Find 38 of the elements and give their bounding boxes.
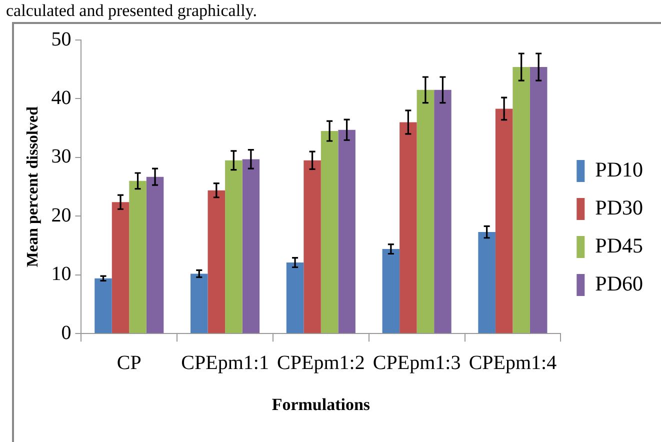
bar xyxy=(434,90,452,334)
bar xyxy=(146,176,164,334)
bar xyxy=(208,190,226,334)
legend-label: PD60 xyxy=(595,272,644,296)
text: calculated and presented graphically. xyxy=(6,1,257,21)
bar xyxy=(478,232,496,334)
legend-label: PD45 xyxy=(595,234,644,258)
bar xyxy=(242,159,260,334)
y-tick-label: 40 xyxy=(51,86,72,109)
bar xyxy=(304,160,321,334)
bar xyxy=(129,180,146,334)
bar xyxy=(225,160,242,334)
x-axis-title: Formulations xyxy=(272,395,370,414)
x-tick-label: CP xyxy=(116,352,142,374)
bar xyxy=(512,67,530,334)
x-tick-label: CPEpm1:2 xyxy=(277,352,365,374)
bar xyxy=(416,90,434,334)
y-tick-label: 50 xyxy=(51,28,72,50)
x-tick-label: CPEpm1:3 xyxy=(372,352,461,374)
x-tick-label: CPEpm1:1 xyxy=(181,352,269,374)
bar xyxy=(495,108,513,334)
bar xyxy=(382,249,400,334)
legend-label: PD10 xyxy=(595,158,644,182)
y-tick-label: 10 xyxy=(51,263,72,286)
bar xyxy=(530,67,548,334)
bar xyxy=(400,122,417,334)
y-tick-label: 30 xyxy=(51,146,72,168)
bar xyxy=(112,202,130,334)
x-tick-label: CPEpm1:4 xyxy=(468,352,557,374)
bar xyxy=(190,274,208,334)
y-axis-title: Mean percent dissolved xyxy=(24,106,42,268)
legend-label: PD30 xyxy=(595,196,644,220)
bar xyxy=(320,131,338,334)
bar xyxy=(286,262,304,334)
bar xyxy=(338,130,356,334)
y-tick-label: 0 xyxy=(61,322,72,344)
y-tick-label: 20 xyxy=(51,204,72,226)
bar xyxy=(94,278,112,334)
